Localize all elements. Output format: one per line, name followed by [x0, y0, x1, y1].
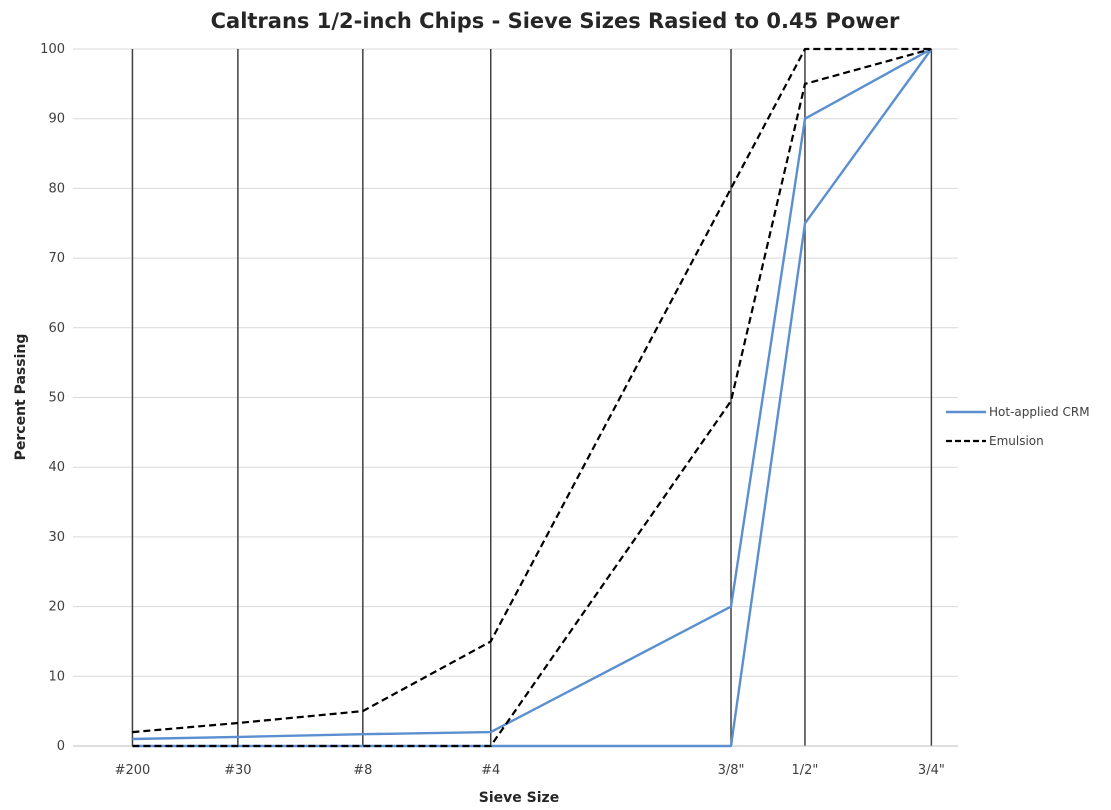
y-tick-label-80: 80: [48, 181, 65, 196]
legend-label-0: Hot-applied CRM: [989, 405, 1090, 419]
sieve-gridlines: [131, 49, 933, 746]
y-tick-label-90: 90: [48, 112, 65, 127]
x-tick-label-6: 3/4": [918, 763, 945, 778]
y-tick-labels: 0 10 20 30 40 50 60 70 80 90 100: [40, 42, 65, 754]
x-tick-label-1: #30: [224, 763, 251, 778]
y-tick-label-30: 30: [48, 530, 65, 545]
x-tick-labels: #200 #30 #8 #4 3/8" 1/2" 3/4": [115, 763, 945, 778]
y-tick-label-70: 70: [48, 251, 65, 266]
y-tick-label-40: 40: [48, 460, 65, 475]
y-tick-label-60: 60: [48, 321, 65, 336]
x-axis-title: Sieve Size: [479, 790, 559, 806]
y-tick-label-20: 20: [48, 600, 65, 615]
y-axis-title: Percent Passing: [13, 334, 29, 461]
y-tick-label-0: 0: [57, 739, 65, 754]
y-tick-label-10: 10: [48, 669, 65, 684]
x-tick-label-4: 3/8": [718, 763, 745, 778]
x-tick-label-3: #4: [481, 763, 500, 778]
legend: Hot-applied CRM Emulsion: [946, 405, 1090, 448]
series-line-2: [132, 47, 932, 734]
chart-title: Caltrans 1/2-inch Chips - Sieve Sizes Ra…: [211, 9, 900, 33]
gridlines: [73, 48, 958, 677]
x-tick-label-5: 1/2": [792, 763, 819, 778]
x-tick-label-2: #8: [353, 763, 372, 778]
series-group: [132, 47, 933, 748]
y-tick-label-50: 50: [48, 391, 65, 406]
legend-label-2: Emulsion: [989, 434, 1044, 448]
y-tick-label-100: 100: [40, 42, 65, 57]
series-line-0: [132, 47, 932, 741]
x-tick-label-0: #200: [115, 763, 151, 778]
series-line-3: [132, 47, 932, 748]
